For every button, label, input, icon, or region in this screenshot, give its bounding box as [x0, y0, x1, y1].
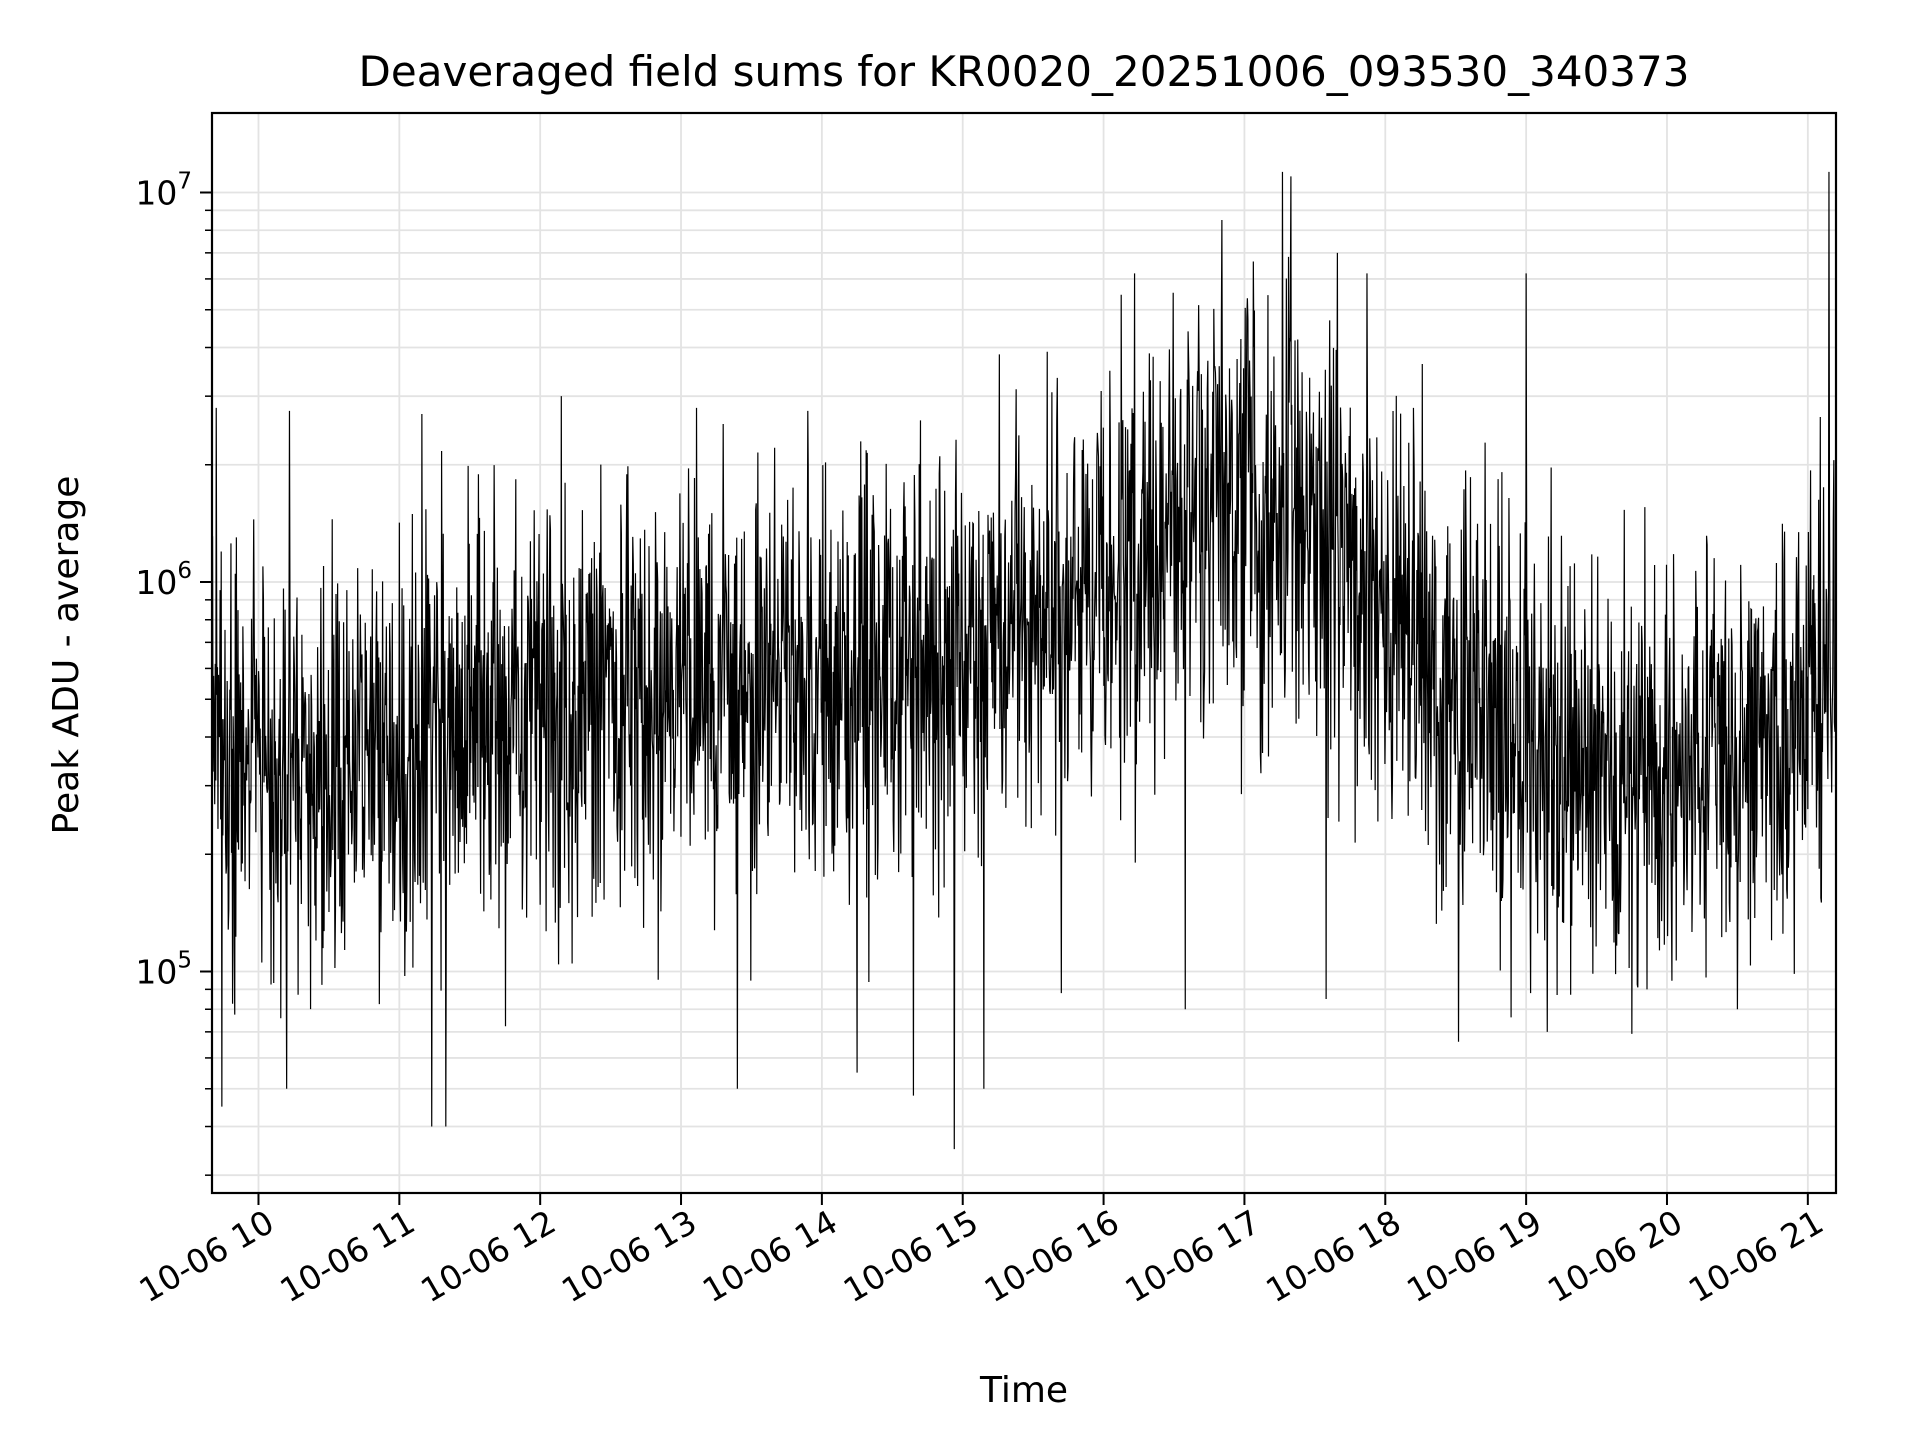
x-tick-label: 10-06 19 [1400, 1202, 1548, 1310]
x-tick-label: 10-06 14 [696, 1202, 844, 1310]
plot-frame [210, 111, 1838, 1195]
x-tick-label: 10-06 17 [1118, 1202, 1266, 1310]
x-tick-label: 10-06 18 [1259, 1202, 1407, 1310]
x-axis-label: Time [979, 1370, 1068, 1411]
x-tick-label: 10-06 15 [837, 1202, 985, 1310]
chart-title: Deaveraged field sums for KR0020_2025100… [359, 47, 1690, 96]
x-tick-label: 10-06 20 [1541, 1202, 1689, 1310]
series-line [211, 171, 1837, 1150]
x-tick-label: 10-06 11 [273, 1202, 421, 1310]
y-axis-label: Peak ADU - average [46, 476, 87, 835]
y-axis: 105 106 107 [135, 169, 212, 1176]
x-tick-label: 10-06 13 [555, 1202, 703, 1310]
y-tick-label: 106 [135, 558, 192, 602]
x-tick-label: 10-06 16 [978, 1202, 1126, 1310]
x-tick-label: 10-06 21 [1682, 1202, 1830, 1310]
y-tick-label: 107 [135, 169, 192, 213]
y-tick-label: 105 [135, 948, 192, 992]
x-tick-label: 10-06 10 [132, 1202, 280, 1310]
series-group [211, 171, 1837, 1150]
x-tick-label: 10-06 12 [414, 1202, 562, 1310]
